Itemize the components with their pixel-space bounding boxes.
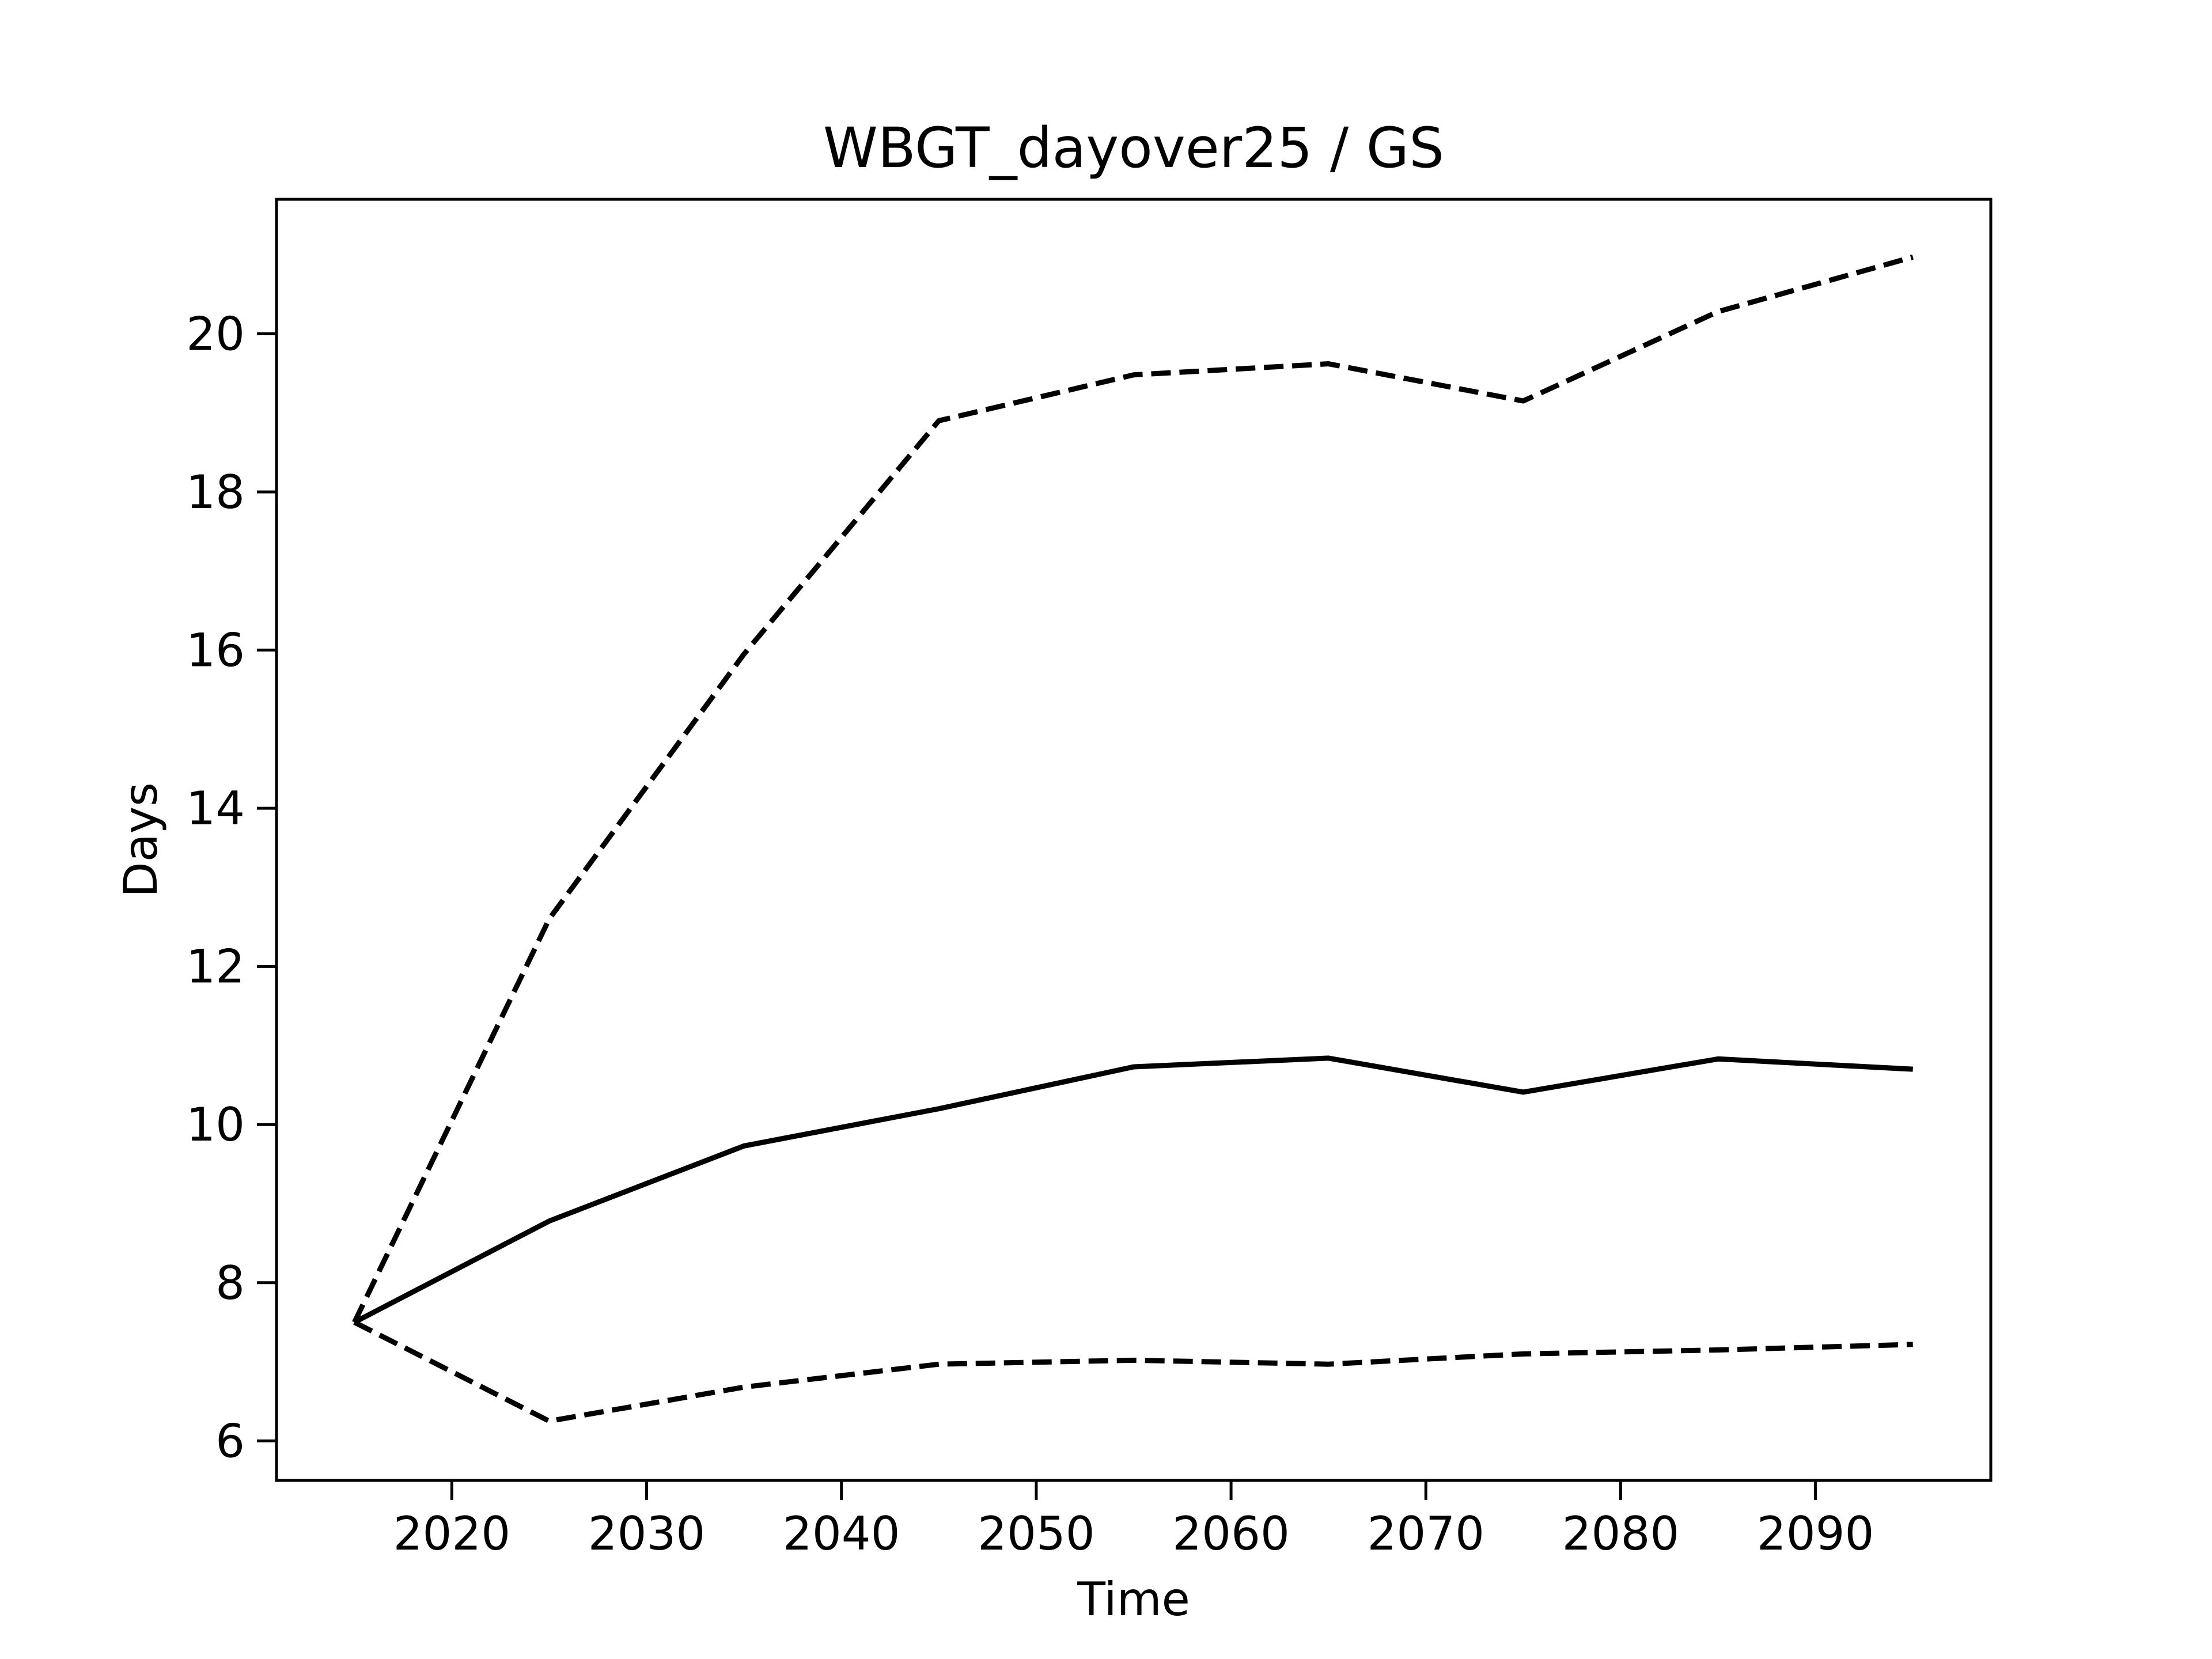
x-axis-ticks: 2020 2030 2040 2050 2060 2070 2080 2090 bbox=[393, 1480, 1874, 1560]
x-tick-label: 2090 bbox=[1757, 1507, 1874, 1560]
series-line-3-dashed bbox=[353, 1320, 1913, 1424]
x-tick-label: 2020 bbox=[393, 1507, 511, 1560]
series-line-1-dashed bbox=[352, 254, 1914, 1324]
x-tick-label: 2070 bbox=[1367, 1507, 1484, 1560]
y-tick-label: 12 bbox=[186, 940, 245, 994]
y-tick-label: 10 bbox=[186, 1098, 245, 1152]
y-tick-label: 14 bbox=[186, 782, 245, 835]
series-lines bbox=[352, 254, 1914, 1424]
x-tick-label: 2080 bbox=[1562, 1507, 1680, 1560]
y-tick-label: 20 bbox=[186, 307, 245, 361]
series-line-2-solid bbox=[353, 1055, 1913, 1325]
x-tick-label: 2060 bbox=[1172, 1507, 1290, 1560]
y-tick-label: 8 bbox=[215, 1256, 245, 1310]
y-tick-label: 6 bbox=[215, 1414, 245, 1468]
y-axis-label: Days bbox=[114, 782, 168, 897]
chart-title: WBGT_dayover25 / GS bbox=[823, 116, 1444, 180]
y-tick-label: 18 bbox=[186, 465, 245, 519]
plot-frame bbox=[275, 198, 1993, 1482]
x-tick-label: 2040 bbox=[783, 1507, 900, 1560]
y-axis-ticks: 6 8 10 12 14 16 18 20 bbox=[186, 307, 276, 1468]
x-axis-label: Time bbox=[1077, 1573, 1190, 1626]
y-tick-label: 16 bbox=[186, 624, 245, 677]
x-tick-label: 2030 bbox=[588, 1507, 706, 1560]
x-tick-label: 2050 bbox=[978, 1507, 1095, 1560]
